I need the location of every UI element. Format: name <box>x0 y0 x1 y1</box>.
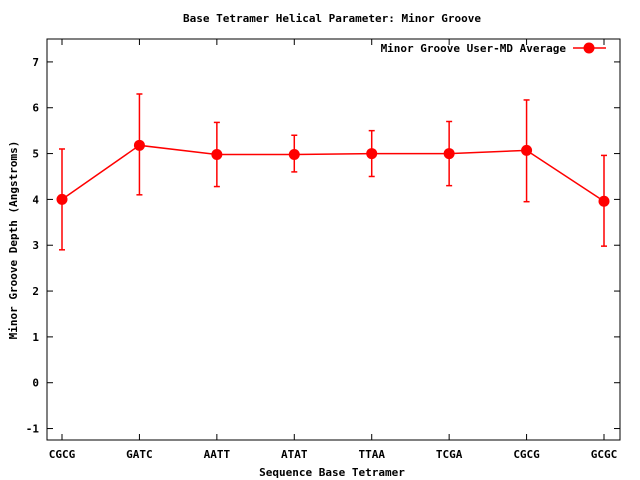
y-tick-label: 3 <box>32 239 39 252</box>
y-tick-label: 7 <box>32 56 39 69</box>
y-tick-label: 2 <box>32 285 39 298</box>
plot-area-frame <box>46 38 621 441</box>
chart-title: Base Tetramer Helical Parameter: Minor G… <box>183 12 481 25</box>
x-tick-label: GATC <box>126 448 153 461</box>
x-tick-label: AATT <box>204 448 231 461</box>
series-line <box>61 144 605 202</box>
y-tick-label: 4 <box>32 193 39 206</box>
legend-marker <box>583 42 595 54</box>
data-point <box>288 148 300 160</box>
y-tick-label: -1 <box>26 423 40 436</box>
y-tick-label: 6 <box>32 102 39 115</box>
y-tick-label: 0 <box>32 377 39 390</box>
x-axis: CGCG GATC AATT ATAT TTAA TCGA CGCG GCGC <box>49 39 618 461</box>
x-tick-label: GCGC <box>591 448 618 461</box>
data-point <box>443 148 455 160</box>
data-point <box>56 193 68 205</box>
x-tick-label: TTAA <box>358 448 385 461</box>
x-tick-label: TCGA <box>436 448 463 461</box>
legend: Minor Groove User-MD Average <box>381 42 606 55</box>
series-layer <box>56 93 610 251</box>
data-point <box>133 139 145 151</box>
legend-label: Minor Groove User-MD Average <box>381 42 567 55</box>
data-point <box>211 148 223 160</box>
data-point <box>521 144 533 156</box>
data-point <box>598 195 610 207</box>
y-axis: -1 0 1 2 3 4 5 6 7 <box>26 56 620 436</box>
y-tick-label: 1 <box>32 331 39 344</box>
x-tick-label: CGCG <box>513 448 540 461</box>
y-tick-label: 5 <box>32 148 39 161</box>
x-tick-label: CGCG <box>49 448 76 461</box>
x-axis-label: Sequence Base Tetramer <box>259 466 405 479</box>
x-tick-label: ATAT <box>281 448 308 461</box>
y-axis-label: Minor Groove Depth (Angstroms) <box>7 141 20 340</box>
data-point <box>366 148 378 160</box>
